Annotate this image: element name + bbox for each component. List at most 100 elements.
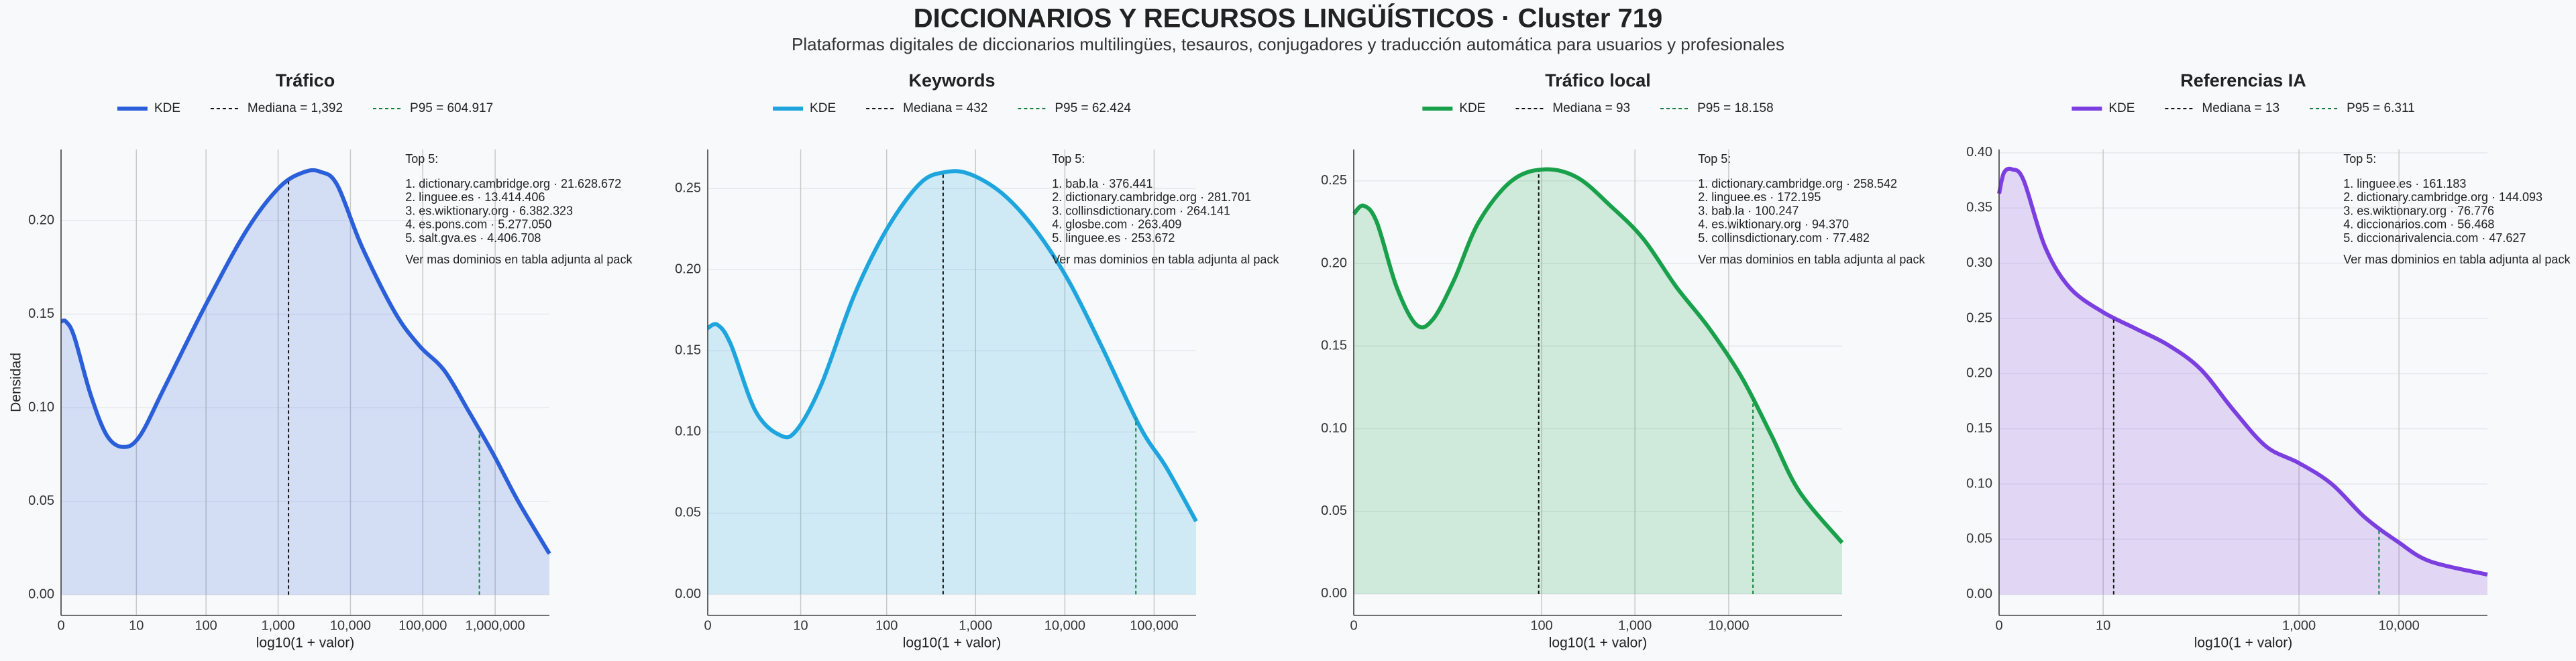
x-axis-label: log10(1 + valor) xyxy=(1549,636,1648,651)
kde-line xyxy=(1352,167,1844,544)
kde-line xyxy=(706,169,1198,522)
annotation-line: 1. linguee.es · 161.183 xyxy=(2343,177,2466,190)
y-tick-label: 0.10 xyxy=(675,424,701,439)
annotation-line: 2. linguee.es · 172.195 xyxy=(1698,190,1821,204)
panel-title: Referencias IA xyxy=(2180,70,2306,91)
x-tick-label: 1,000 xyxy=(1618,618,1652,633)
annotation-line: 3. bab.la · 100.247 xyxy=(1698,204,1799,217)
legend-label: Mediana = 1,392 xyxy=(248,101,343,115)
annotation-line: 4. es.wiktionary.org · 94.370 xyxy=(1698,218,1849,231)
legend: KDE Mediana = 13 P95 = 6.311 xyxy=(2072,101,2415,115)
y-tick-label: 0.20 xyxy=(1321,255,1347,270)
x-tick-label: 100,000 xyxy=(1130,618,1178,633)
x-tick-label: 10 xyxy=(129,618,144,633)
annotation-title: Top 5: xyxy=(405,152,438,166)
x-axis-label: log10(1 + valor) xyxy=(903,636,1002,651)
figure-subtitle: Plataformas digitales de diccionarios mu… xyxy=(792,34,1784,54)
y-tick-label: 0.00 xyxy=(28,587,54,602)
y-tick-label: 0.00 xyxy=(1966,587,1992,601)
legend-label: Mediana = 13 xyxy=(2202,101,2279,115)
y-tick-label: 0.10 xyxy=(28,400,54,414)
panel-title: Keywords xyxy=(908,70,995,91)
y-tick-label: 0.20 xyxy=(28,213,54,227)
legend-label: KDE xyxy=(2108,101,2135,115)
y-tick-label: 0.25 xyxy=(1966,310,1992,325)
annotation-line: 5. diccionarivalencia.com · 47.627 xyxy=(2343,231,2526,245)
y-tick-label: 0.05 xyxy=(1966,532,1992,546)
annotation-line: 4. es.pons.com · 5.277.050 xyxy=(405,218,551,231)
y-tick-label: 0.25 xyxy=(675,180,701,195)
y-tick-label: 0.15 xyxy=(1321,339,1347,353)
annotation-line: 2. dictionary.cambridge.org · 281.701 xyxy=(1052,190,1251,204)
annotation-line: 1. dictionary.cambridge.org · 258.542 xyxy=(1698,177,1897,190)
annotation-line: 3. es.wiktionary.org · 6.382.323 xyxy=(405,204,573,217)
kde-area xyxy=(1999,168,2487,595)
y-axis-label: Densidad xyxy=(9,353,24,412)
annotation-line: 4. glosbe.com · 263.409 xyxy=(1052,218,1181,231)
legend: KDE Mediana = 93 P95 = 18.158 xyxy=(1422,101,1774,115)
x-tick-label: 0 xyxy=(1995,618,2002,633)
kde-area xyxy=(61,170,549,595)
legend-label: Mediana = 93 xyxy=(1552,101,1630,115)
annotation-line: 2. dictionary.cambridge.org · 144.093 xyxy=(2343,190,2542,204)
x-tick-label: 10,000 xyxy=(330,618,371,633)
kde-line xyxy=(1997,166,2488,577)
annotation-line: 2. linguee.es · 13.414.406 xyxy=(405,190,545,204)
legend-label: P95 = 6.311 xyxy=(2347,101,2415,115)
annotation-title: Top 5: xyxy=(1698,152,1731,166)
x-tick-label: 10,000 xyxy=(1708,618,1749,633)
legend: KDE Mediana = 1,392 P95 = 604.917 xyxy=(117,101,493,115)
annotation-title: Top 5: xyxy=(2343,152,2376,166)
y-tick-label: 0.25 xyxy=(1321,173,1347,188)
annotation-title: Top 5: xyxy=(1052,152,1085,166)
y-tick-label: 0.00 xyxy=(675,587,701,601)
y-tick-label: 0.40 xyxy=(1966,145,1992,160)
annotation-note: Ver mas dominios en tabla adjunta al pac… xyxy=(2343,253,2571,266)
annotation-line: 1. bab.la · 376.441 xyxy=(1052,177,1152,190)
panel-title: Tráfico xyxy=(276,70,335,91)
legend-label: KDE xyxy=(1459,101,1485,115)
y-tick-label: 0.15 xyxy=(675,343,701,358)
figure-title: DICCIONARIOS Y RECURSOS LINGÜÍSTICOS · C… xyxy=(914,3,1663,34)
x-tick-label: 1,000,000 xyxy=(466,618,525,633)
annotation-line: 5. salt.gva.es · 4.406.708 xyxy=(405,231,541,245)
x-axis-label: log10(1 + valor) xyxy=(2194,636,2293,651)
y-tick-label: 0.30 xyxy=(1966,255,1992,270)
annotation-line: 1. dictionary.cambridge.org · 21.628.672 xyxy=(405,177,621,190)
annotation-note: Ver mas dominios en tabla adjunta al pac… xyxy=(1698,253,1925,266)
legend-label: P95 = 62.424 xyxy=(1055,101,1131,115)
annotation-note: Ver mas dominios en tabla adjunta al pac… xyxy=(1052,253,1279,266)
legend-label: Mediana = 432 xyxy=(903,101,987,115)
annotation-note: Ver mas dominios en tabla adjunta al pac… xyxy=(405,253,633,266)
kde-area xyxy=(708,171,1196,595)
y-tick-label: 0.35 xyxy=(1966,200,1992,215)
y-tick-label: 0.05 xyxy=(675,505,701,520)
y-tick-label: 0.20 xyxy=(675,261,701,276)
x-tick-label: 10,000 xyxy=(2379,618,2420,633)
annotation-line: 3. es.wiktionary.org · 76.776 xyxy=(2343,204,2494,217)
x-tick-label: 1,000 xyxy=(262,618,295,633)
x-tick-label: 100 xyxy=(195,618,217,633)
y-tick-label: 0.20 xyxy=(1966,366,1992,381)
annotation-line: 3. collinsdictionary.com · 264.141 xyxy=(1052,204,1230,217)
y-tick-label: 0.05 xyxy=(28,493,54,508)
x-tick-label: 10 xyxy=(793,618,808,633)
y-tick-label: 0.15 xyxy=(28,306,54,321)
y-tick-label: 0.10 xyxy=(1321,421,1347,436)
x-tick-label: 100 xyxy=(1530,618,1552,633)
x-tick-label: 0 xyxy=(704,618,711,633)
y-tick-label: 0.05 xyxy=(1321,503,1347,518)
x-tick-label: 0 xyxy=(57,618,64,633)
legend: KDE Mediana = 432 P95 = 62.424 xyxy=(773,101,1131,115)
legend-label: P95 = 18.158 xyxy=(1697,101,1774,115)
legend-label: KDE xyxy=(154,101,180,115)
x-tick-label: 0 xyxy=(1350,618,1357,633)
y-tick-label: 0.15 xyxy=(1966,421,1992,436)
x-tick-label: 1,000 xyxy=(2282,618,2316,633)
annotation-line: 5. collinsdictionary.com · 77.482 xyxy=(1698,231,1870,245)
x-tick-label: 10,000 xyxy=(1044,618,1085,633)
annotation-line: 5. linguee.es · 253.672 xyxy=(1052,231,1175,245)
legend-label: P95 = 604.917 xyxy=(410,101,493,115)
x-tick-label: 100 xyxy=(875,618,898,633)
